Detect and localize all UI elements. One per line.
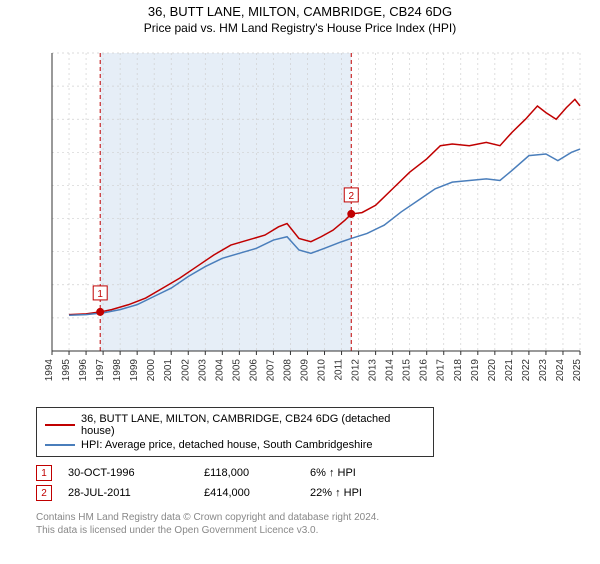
svg-text:1999: 1999: [129, 359, 140, 382]
sale-row: 2 28-JUL-2011 £414,000 22% ↑ HPI: [36, 483, 600, 503]
svg-text:2007: 2007: [265, 359, 276, 382]
sale-date: 28-JUL-2011: [68, 487, 188, 499]
svg-text:2015: 2015: [402, 359, 413, 382]
sale-pct: 6% ↑ HPI: [310, 467, 420, 479]
svg-text:2021: 2021: [504, 359, 515, 382]
chart-title: 36, BUTT LANE, MILTON, CAMBRIDGE, CB24 6…: [0, 4, 600, 19]
chart-subtitle: Price paid vs. HM Land Registry's House …: [0, 21, 600, 35]
legend-swatch: [45, 424, 75, 426]
svg-text:1995: 1995: [61, 359, 72, 382]
svg-text:2011: 2011: [334, 359, 345, 381]
footer-line: This data is licensed under the Open Gov…: [36, 524, 600, 537]
svg-text:2012: 2012: [351, 359, 362, 382]
sales-table: 1 30-OCT-1996 £118,000 6% ↑ HPI 2 28-JUL-2011…: [36, 463, 600, 503]
svg-text:2003: 2003: [197, 359, 208, 382]
sale-row: 1 30-OCT-1996 £118,000 6% ↑ HPI: [36, 463, 600, 483]
svg-text:2024: 2024: [555, 359, 566, 382]
svg-text:2005: 2005: [231, 359, 242, 382]
svg-text:2022: 2022: [521, 359, 532, 382]
sale-pct: 22% ↑ HPI: [310, 487, 420, 499]
svg-text:2023: 2023: [538, 359, 549, 382]
svg-text:2010: 2010: [317, 359, 328, 382]
legend-item: 36, BUTT LANE, MILTON, CAMBRIDGE, CB24 6…: [45, 412, 425, 438]
sale-marker-box: 2: [36, 485, 52, 501]
svg-text:1: 1: [97, 289, 103, 300]
svg-text:2017: 2017: [436, 359, 447, 382]
svg-text:2: 2: [348, 191, 354, 202]
svg-text:2013: 2013: [368, 359, 379, 382]
svg-text:2008: 2008: [282, 359, 293, 382]
svg-text:1998: 1998: [112, 359, 123, 382]
legend-label: 36, BUTT LANE, MILTON, CAMBRIDGE, CB24 6…: [81, 413, 425, 437]
svg-text:2006: 2006: [248, 359, 259, 382]
svg-text:1997: 1997: [95, 359, 106, 382]
legend: 36, BUTT LANE, MILTON, CAMBRIDGE, CB24 6…: [36, 407, 434, 457]
svg-text:2001: 2001: [163, 359, 174, 382]
sale-price: £118,000: [204, 467, 294, 479]
svg-text:2009: 2009: [299, 359, 310, 382]
footer-attribution: Contains HM Land Registry data © Crown c…: [36, 511, 600, 537]
sale-marker-box: 1: [36, 465, 52, 481]
svg-text:2016: 2016: [419, 359, 430, 382]
line-chart: £0£100K£200K£300K£400K£500K£600K£700K£80…: [40, 41, 600, 401]
svg-text:2002: 2002: [180, 359, 191, 382]
chart-area: £0£100K£200K£300K£400K£500K£600K£700K£80…: [40, 41, 600, 401]
legend-label: HPI: Average price, detached house, Sout…: [81, 439, 372, 451]
svg-text:2025: 2025: [572, 359, 583, 382]
sale-date: 30-OCT-1996: [68, 467, 188, 479]
footer-line: Contains HM Land Registry data © Crown c…: [36, 511, 600, 524]
svg-text:2000: 2000: [146, 359, 157, 382]
svg-text:2019: 2019: [470, 359, 481, 382]
svg-text:2020: 2020: [487, 359, 498, 382]
svg-text:1996: 1996: [78, 359, 89, 382]
svg-text:2014: 2014: [385, 359, 396, 382]
svg-text:2004: 2004: [214, 359, 225, 382]
legend-swatch: [45, 444, 75, 446]
legend-item: HPI: Average price, detached house, Sout…: [45, 438, 425, 452]
svg-text:2018: 2018: [453, 359, 464, 382]
svg-text:1994: 1994: [44, 359, 55, 382]
sale-price: £414,000: [204, 487, 294, 499]
